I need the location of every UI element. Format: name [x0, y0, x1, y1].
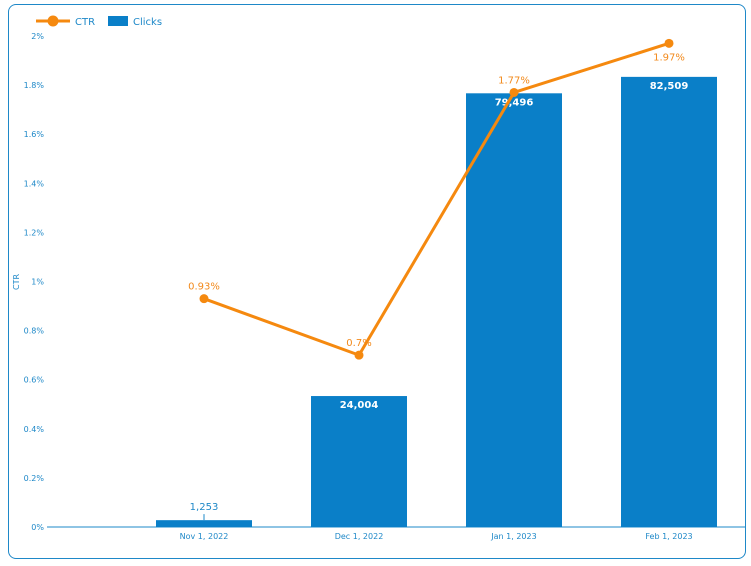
x-tick-label: Nov 1, 2022	[180, 532, 229, 541]
y-tick-label: 0.8%	[24, 327, 45, 336]
y-tick-label: 1.6%	[24, 130, 45, 139]
legend-clicks-label: Clicks	[133, 17, 162, 28]
clicks-bar	[466, 93, 562, 528]
y-tick-label: 0.2%	[24, 474, 45, 483]
legend-ctr-marker	[47, 15, 59, 27]
x-tick-label: Jan 1, 2023	[490, 532, 536, 541]
clicks-bar	[156, 520, 252, 527]
ctr-data-label: 1.77%	[498, 75, 530, 86]
ctr-data-label: 0.93%	[188, 282, 220, 293]
ctr-point	[199, 294, 209, 304]
ctr-point	[664, 38, 674, 48]
y-tick-label: 1.4%	[24, 179, 45, 188]
ctr-line	[203, 41, 670, 357]
y-tick-label: 1.8%	[24, 81, 45, 90]
x-tick-label: Feb 1, 2023	[645, 532, 692, 541]
y-axis-title: CTR	[12, 274, 21, 290]
legend-clicks-swatch	[108, 16, 128, 26]
clicks-bar	[621, 76, 717, 528]
y-tick-label: 0%	[31, 523, 44, 532]
ctr-point	[509, 87, 519, 97]
y-tick-label: 1%	[31, 278, 44, 287]
ctr-point	[354, 350, 364, 360]
clicks-bar	[311, 396, 407, 527]
y-tick-label: 1.2%	[24, 228, 45, 237]
ctr-data-label: 0.7%	[346, 338, 371, 349]
clicks-data-label: 1,253	[190, 502, 219, 513]
clicks-data-label: 82,509	[650, 81, 689, 92]
legend-ctr-label: CTR	[75, 17, 95, 28]
y-tick-label: 2%	[31, 32, 44, 41]
y-tick-label: 0.4%	[24, 425, 45, 434]
ctr-data-label: 1.97%	[653, 52, 685, 63]
clicks-data-label: 79,496	[495, 97, 534, 108]
clicks-data-label: 24,004	[340, 400, 379, 411]
y-tick-label: 0.6%	[24, 376, 45, 385]
x-tick-label: Dec 1, 2022	[335, 532, 384, 541]
